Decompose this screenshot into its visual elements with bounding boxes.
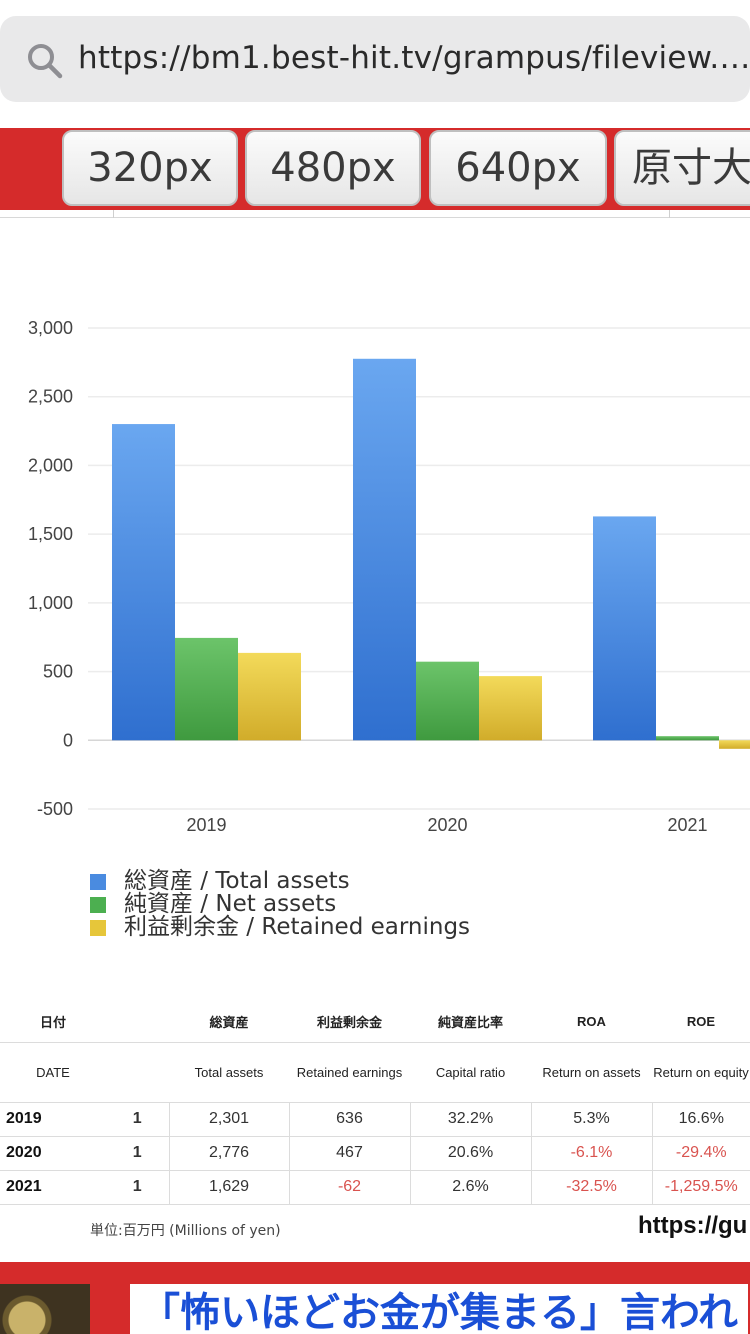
banner-thumbnail[interactable] <box>0 1284 90 1334</box>
count-cell: 1 <box>106 1136 170 1171</box>
header-cell <box>106 1042 169 1103</box>
y-tick-label: 2,500 <box>28 387 73 407</box>
x-tick-label: 2019 <box>186 815 226 835</box>
size-button-640[interactable]: 640px <box>429 130 607 206</box>
y-axis-ticks: 3,000 2,500 2,000 1,500 1,000 500 0 -500 <box>28 318 73 819</box>
total-assets-cell: 1,629 <box>169 1170 290 1205</box>
ad-banner[interactable]: 「怖いほどお金が集まる」言われ <box>0 1262 750 1334</box>
y-tick-label: 1,500 <box>28 524 73 544</box>
bar-retained-earnings <box>479 676 542 741</box>
header-cell: Return on assets <box>531 1042 652 1103</box>
total-assets-cell: 2,776 <box>169 1136 290 1171</box>
url-text[interactable]: https://bm1.best-hit.tv/grampus/fileview… <box>78 40 750 76</box>
size-button-480[interactable]: 480px <box>245 130 421 206</box>
header-cell: Return on equity <box>652 1042 750 1103</box>
roe-cell: -1,259.5% <box>652 1170 750 1205</box>
capital-ratio-cell: 32.2% <box>410 1102 532 1137</box>
roa-cell: 5.3% <box>531 1102 653 1137</box>
header-cell: ROA <box>531 1002 652 1043</box>
year-cell: 2019 <box>0 1102 106 1137</box>
legend-label: 純資産 / Net assets <box>124 891 337 917</box>
roa-cell: -6.1% <box>531 1136 653 1171</box>
legend-swatch <box>90 874 106 890</box>
site-link[interactable]: https://gu <box>638 1212 748 1239</box>
retained-cell: -62 <box>289 1170 411 1205</box>
header-cell <box>106 1002 169 1043</box>
y-tick-label: 1,000 <box>28 593 73 613</box>
x-tick-label: 2021 <box>667 815 707 835</box>
bar-net-assets <box>416 661 479 741</box>
divider-tick <box>669 210 670 218</box>
size-button-original[interactable]: 原寸大 <box>614 130 750 206</box>
y-tick-label: 0 <box>63 730 73 750</box>
header-cell: Capital ratio <box>410 1042 531 1103</box>
chart-bars <box>112 358 750 749</box>
count-cell: 1 <box>106 1102 170 1137</box>
legend-swatch <box>90 920 106 936</box>
y-tick-label: -500 <box>37 799 73 819</box>
table-row: 2020 1 2,776 467 20.6% -6.1% -29.4% <box>0 1136 750 1171</box>
year-cell: 2020 <box>0 1136 106 1171</box>
search-icon <box>28 44 63 79</box>
bar-retained-earnings <box>719 740 750 749</box>
header-cell: DATE <box>0 1042 106 1103</box>
roa-cell: -32.5% <box>531 1170 653 1205</box>
header-cell: 利益剰余金 <box>289 1002 410 1043</box>
table-header-jp: 日付 総資産 利益剰余金 純資産比率 ROA ROE <box>0 1002 750 1043</box>
financial-table: 日付 総資産 利益剰余金 純資産比率 ROA ROE DATE Total as… <box>0 1002 750 1205</box>
banner-headline[interactable]: 「怖いほどお金が集まる」言われ <box>130 1284 748 1334</box>
header-cell: 純資産比率 <box>410 1002 531 1043</box>
table-header-en: DATE Total assets Retained earnings Capi… <box>0 1042 750 1103</box>
legend-label: 利益剰余金 / Retained earnings <box>124 914 471 940</box>
legend-swatch <box>90 897 106 913</box>
header-cell: ROE <box>652 1002 750 1043</box>
header-cell: 総資産 <box>169 1002 289 1043</box>
roe-cell: -29.4% <box>652 1136 750 1171</box>
year-cell: 2021 <box>0 1170 106 1205</box>
total-assets-cell: 2,301 <box>169 1102 290 1137</box>
header-cell: Retained earnings <box>289 1042 410 1103</box>
x-axis-ticks: 2019 2020 2021 <box>186 815 707 835</box>
count-cell: 1 <box>106 1170 170 1205</box>
size-toolbar: 320px 480px 640px 原寸大 <box>0 128 750 210</box>
legend-label: 総資産 / Total assets <box>124 868 350 894</box>
toolbar-divider <box>0 210 750 218</box>
size-button-320[interactable]: 320px <box>62 130 238 206</box>
table-row: 2019 1 2,301 636 32.2% 5.3% 16.6% <box>0 1102 750 1137</box>
roe-cell: 16.6% <box>652 1102 750 1137</box>
bar-total-assets <box>593 516 656 741</box>
capital-ratio-cell: 2.6% <box>410 1170 532 1205</box>
unit-note: 単位:百万円 (Millions of yen) <box>90 1223 281 1239</box>
x-tick-label: 2020 <box>427 815 467 835</box>
y-tick-label: 3,000 <box>28 318 73 338</box>
y-tick-label: 2,000 <box>28 455 73 475</box>
bar-total-assets <box>112 424 175 741</box>
header-cell: 日付 <box>0 1002 106 1043</box>
bar-retained-earnings <box>238 652 301 741</box>
divider-tick <box>113 210 114 218</box>
bar-net-assets <box>175 637 238 741</box>
address-bar[interactable]: https://bm1.best-hit.tv/grampus/fileview… <box>0 16 750 102</box>
retained-cell: 636 <box>289 1102 411 1137</box>
table-row: 2021 1 1,629 -62 2.6% -32.5% -1,259.5% <box>0 1170 750 1205</box>
bar-net-assets <box>656 736 719 741</box>
header-cell: Total assets <box>169 1042 289 1103</box>
y-tick-label: 500 <box>43 662 73 682</box>
retained-cell: 467 <box>289 1136 411 1171</box>
bar-total-assets <box>353 358 416 741</box>
capital-ratio-cell: 20.6% <box>410 1136 532 1171</box>
